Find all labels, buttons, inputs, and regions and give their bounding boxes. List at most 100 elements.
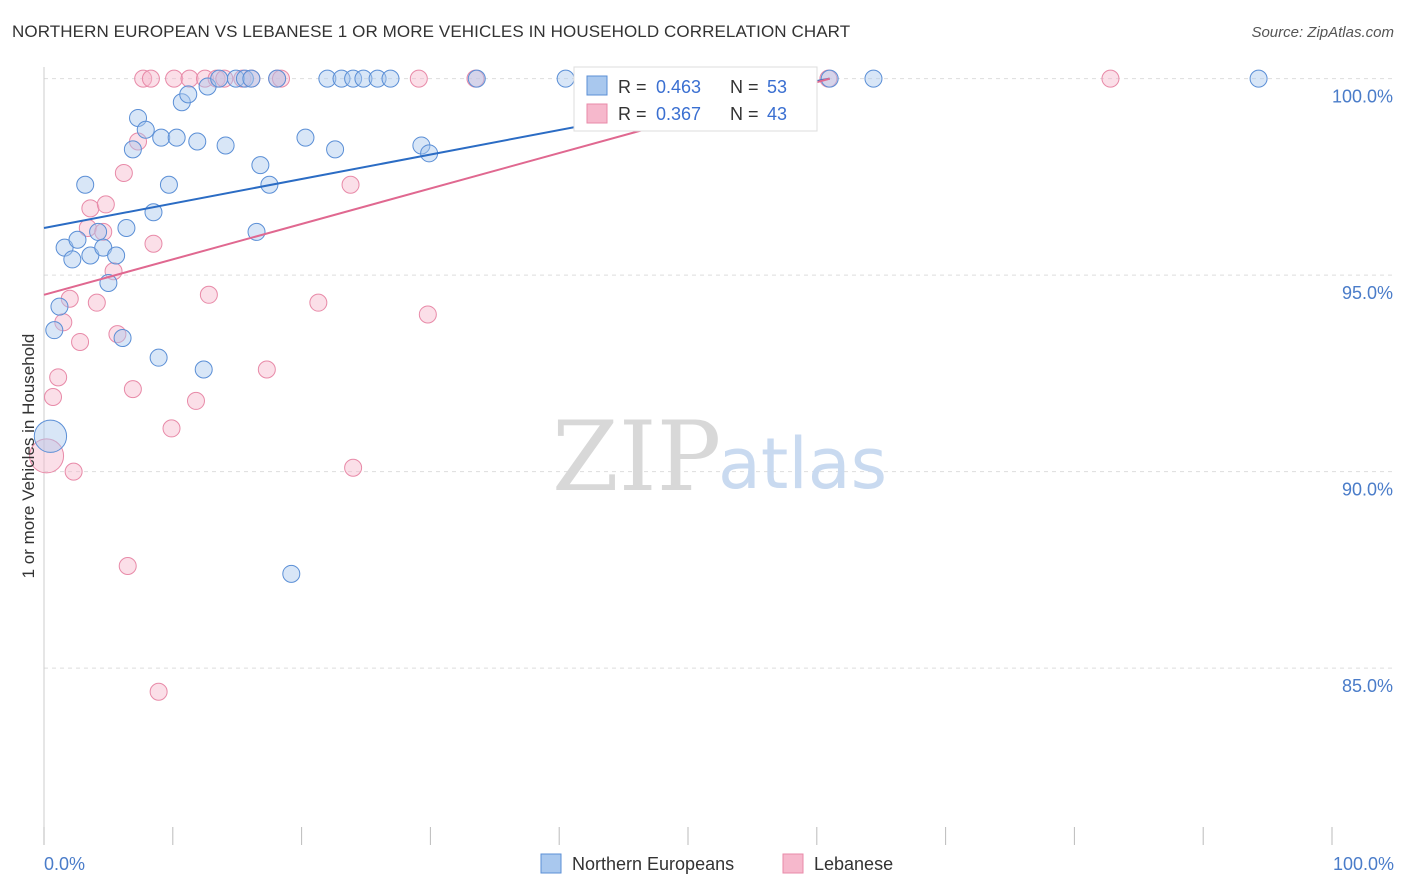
northern-european-point	[167, 128, 186, 147]
lebanese-point	[123, 380, 142, 399]
northern-european-point	[268, 69, 287, 88]
lebanese-point	[162, 419, 181, 438]
lebanese-point	[271, 69, 290, 88]
lebanese-point	[344, 458, 363, 477]
northern-european-point	[63, 250, 82, 269]
lebanese-point	[96, 195, 115, 214]
northern-european-point	[136, 120, 155, 139]
series-legend: Northern Europeans Lebanese	[540, 853, 893, 874]
northern-european-point	[123, 140, 142, 159]
lebanese-point	[81, 199, 100, 218]
watermark: ZIP atlas	[552, 401, 887, 513]
x-tick-label: 100.0%	[1333, 854, 1394, 874]
northern-european-point	[210, 69, 229, 88]
lebanese-point	[418, 305, 437, 324]
axes	[43, 67, 1333, 845]
northern-european-point	[107, 246, 126, 265]
y-tick-label: 85.0%	[1342, 676, 1393, 696]
stats-swatch-blue	[586, 75, 608, 96]
stats-n-label-blue: N =	[730, 77, 759, 97]
northern-european-point	[1249, 69, 1268, 88]
northern-european-point	[326, 140, 345, 159]
lebanese-point	[94, 222, 113, 241]
lebanese-point	[141, 69, 160, 88]
northern-european-point	[296, 128, 315, 147]
y-tick-label: 90.0%	[1342, 480, 1393, 500]
lebanese-point	[149, 682, 168, 701]
northern-european-point	[188, 132, 207, 151]
stats-r-label-blue: R =	[618, 77, 647, 97]
northern-european-point	[113, 329, 132, 348]
watermark-zip: ZIP	[552, 401, 721, 513]
northern-european-point	[344, 69, 363, 88]
northern-european-point	[45, 321, 64, 340]
watermark-atlas: atlas	[718, 423, 887, 505]
lebanese-point	[257, 360, 276, 379]
stats-legend: R = 0.463 N = 53 R = 0.367 N = 43	[573, 66, 818, 132]
northern-european-point	[117, 218, 136, 237]
lebanese-point	[1101, 69, 1120, 88]
legend-swatch-lebanese	[782, 853, 804, 874]
lebanese-point	[49, 368, 68, 387]
legend-label-northern-europeans: Northern Europeans	[572, 854, 734, 874]
lebanese-point	[114, 163, 133, 182]
x-tick-labels: 0.0% 100.0%	[44, 854, 1394, 874]
legend-swatch-northern-europeans	[540, 853, 562, 874]
chart-title: NORTHERN EUROPEAN VS LEBANESE 1 OR MORE …	[12, 22, 851, 41]
northern-european-point	[226, 69, 245, 88]
legend-label-lebanese: Lebanese	[814, 854, 893, 874]
northern-european-point	[235, 69, 254, 88]
x-tick-label: 0.0%	[44, 854, 85, 874]
northern-european-point	[251, 156, 270, 175]
lebanese-point	[118, 556, 137, 575]
stats-n-value-blue: 53	[767, 77, 787, 97]
northern-european-point	[89, 222, 108, 241]
northern-european-point	[467, 69, 486, 88]
stats-r-value-blue: 0.463	[656, 77, 701, 97]
northern-european-point	[50, 297, 69, 316]
y-tick-labels: 85.0% 90.0% 95.0% 100.0%	[1332, 87, 1393, 697]
northern-european-point	[149, 348, 168, 367]
northern-european-point	[864, 69, 883, 88]
lebanese-point	[309, 293, 328, 312]
source-credit: Source: ZipAtlas.com	[1251, 24, 1394, 41]
lebanese-point	[409, 69, 428, 88]
y-axis-label: 1 or more Vehicles in Household	[19, 334, 38, 579]
y-tick-label: 100.0%	[1332, 87, 1393, 107]
northern-european-point	[194, 360, 213, 379]
northern-european-point	[68, 230, 87, 249]
northern-european-point	[381, 69, 400, 88]
stats-swatch-pink	[586, 103, 608, 124]
northern-european-point	[152, 128, 171, 147]
northern-european-point	[354, 69, 373, 88]
northern-european-point	[368, 69, 387, 88]
lebanese-point	[64, 462, 83, 481]
stats-r-label-pink: R =	[618, 104, 647, 124]
lebanese-point	[199, 285, 218, 304]
lebanese-point	[165, 69, 184, 88]
northern-european-point	[242, 69, 261, 88]
stats-n-value-pink: 43	[767, 104, 787, 124]
northern-european-point	[33, 419, 68, 453]
gridlines	[44, 78, 1394, 669]
northern-european-point	[412, 136, 431, 155]
lebanese-point	[341, 175, 360, 194]
northern-european-point	[76, 175, 95, 194]
lebanese-points	[29, 69, 1120, 701]
y-tick-label: 95.0%	[1342, 283, 1393, 303]
lebanese-point	[180, 69, 199, 88]
lebanese-point	[71, 332, 90, 351]
stats-n-label-pink: N =	[730, 104, 759, 124]
lebanese-point	[44, 387, 63, 406]
northern-european-point	[216, 136, 235, 155]
northern-european-point	[179, 85, 198, 104]
lebanese-point	[144, 234, 163, 253]
stats-r-value-pink: 0.367	[656, 104, 701, 124]
northern-european-point	[318, 69, 337, 88]
lebanese-point	[134, 69, 153, 88]
lebanese-point	[186, 391, 205, 410]
lebanese-point	[87, 293, 106, 312]
northern-european-point	[159, 175, 178, 194]
stats-legend-box	[573, 66, 818, 132]
